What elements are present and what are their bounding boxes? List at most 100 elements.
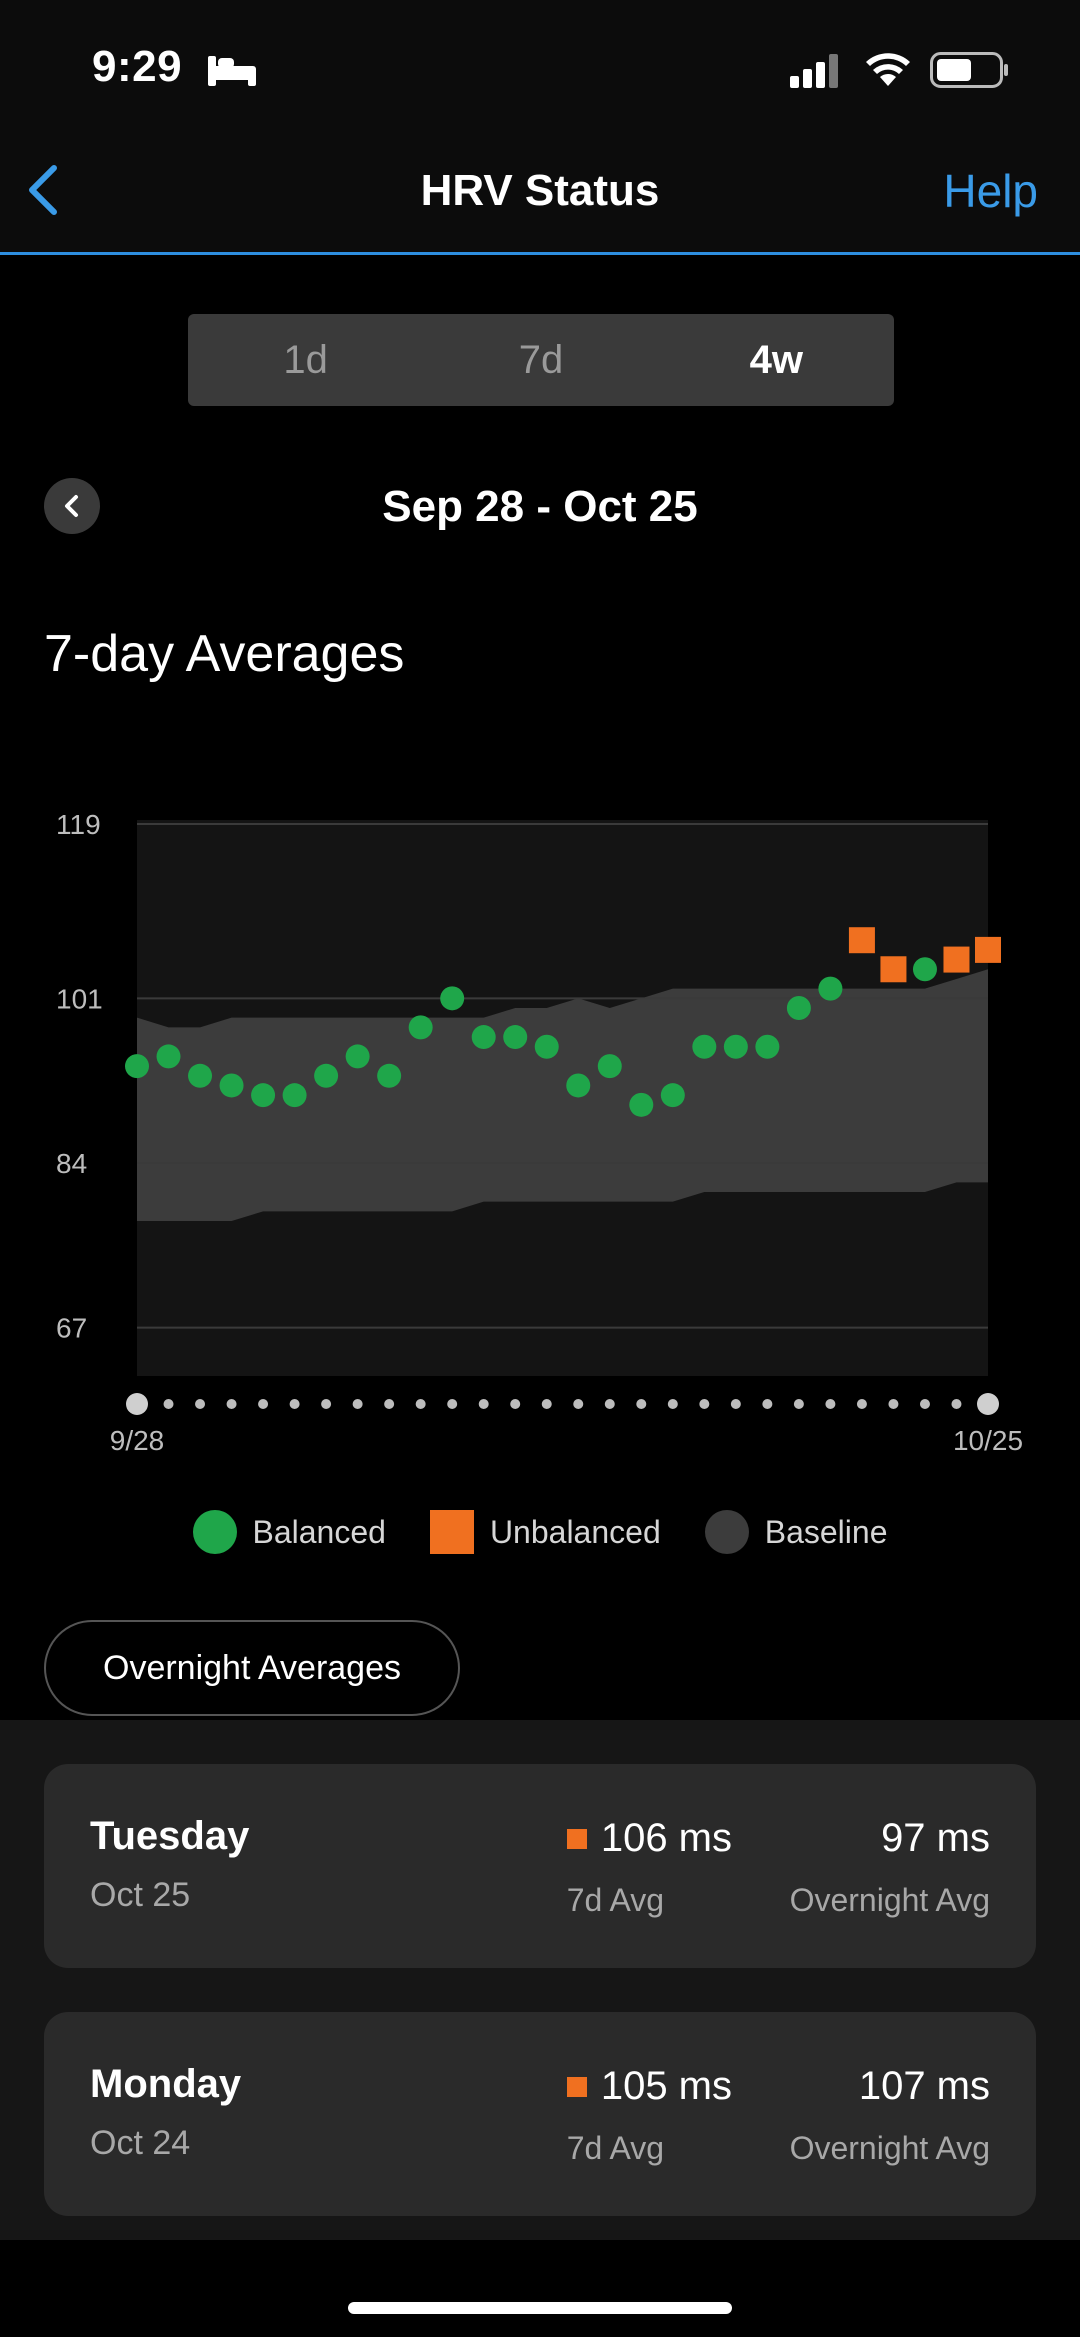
balanced-point [566, 1073, 591, 1098]
x-axis-day-dot [977, 1393, 999, 1415]
back-chevron-icon[interactable] [20, 160, 70, 220]
balanced-point [408, 1015, 433, 1040]
sleep-mode-bed-icon [208, 56, 256, 86]
balanced-point [471, 1025, 496, 1050]
balanced-point [251, 1083, 276, 1108]
overnight-avg-value: 107 ms [858, 2064, 990, 2108]
legend-label-balanced: Balanced [252, 1513, 386, 1550]
seven-day-avg: 106 ms [566, 1816, 732, 1861]
x-axis-day-dot [856, 1399, 867, 1409]
unbalanced-point [880, 956, 907, 983]
day-date: Oct 25 [90, 1876, 191, 1914]
page-title: HRV Status [420, 166, 660, 215]
legend-item-baseline: Baseline [704, 1510, 888, 1554]
x-axis-day-dot [478, 1399, 489, 1409]
balanced-point [188, 1063, 213, 1088]
x-axis-day-dot [951, 1399, 962, 1409]
seven-day-avg-label: 7d Avg [566, 2130, 664, 2166]
segment-7d[interactable]: 7d [518, 337, 564, 382]
balanced-point [597, 1054, 622, 1079]
x-axis-day-dot [699, 1399, 710, 1409]
day-card-tuesday[interactable]: Tuesday Oct 25 106 ms 7d Avg 97 ms Overn… [44, 1764, 1036, 1968]
x-axis-day-dot [793, 1399, 804, 1409]
y-tick-label: 67 [56, 1313, 87, 1344]
x-axis-day-dot [510, 1399, 521, 1409]
x-axis-day-dot [384, 1399, 395, 1409]
date-range-label: Sep 28 - Oct 25 [382, 482, 698, 531]
x-axis-day-dot [604, 1399, 615, 1409]
seven-day-avg-label: 7d Avg [566, 1882, 664, 1918]
x-end-label: 10/25 [953, 1425, 1023, 1456]
overnight-avg-label: Overnight Avg [789, 1882, 990, 1918]
legend-label-baseline: Baseline [764, 1513, 888, 1550]
unbalanced-swatch [429, 1510, 474, 1554]
x-axis-day-dot [667, 1399, 678, 1409]
x-axis-day-dot [415, 1399, 426, 1409]
x-axis-day-dot [573, 1399, 584, 1409]
segment-1d[interactable]: 1d [283, 337, 328, 382]
balanced-point [818, 976, 843, 1001]
balanced-point [219, 1073, 244, 1098]
status-time: 9:29 [92, 42, 183, 91]
balanced-point [314, 1063, 339, 1088]
balanced-point [912, 957, 937, 982]
x-axis-day-dot [762, 1399, 773, 1409]
x-axis-day-dot [226, 1399, 237, 1409]
seven-day-avg-value: 106 ms [600, 1816, 732, 1860]
previous-range-button[interactable] [44, 478, 100, 534]
y-tick-label: 101 [56, 983, 103, 1014]
x-axis-day-dot [447, 1399, 458, 1409]
x-axis-day-dot [321, 1399, 332, 1409]
unbalanced-square-icon [566, 1828, 587, 1849]
unbalanced-point [975, 936, 1001, 963]
balanced-point [125, 1054, 149, 1079]
day-name: Tuesday [90, 1814, 250, 1858]
unbalanced-point [943, 946, 970, 973]
legend-item-unbalanced: Unbalanced [429, 1510, 661, 1554]
legend-label-unbalanced: Unbalanced [489, 1513, 661, 1550]
section-title: 7-day Averages [44, 625, 405, 683]
chart-legend: Balanced Unbalanced Baseline [0, 1510, 1080, 1554]
balanced-point [345, 1044, 370, 1069]
x-axis-day-dot [126, 1393, 148, 1415]
baseline-swatch [704, 1510, 749, 1554]
x-axis-day-dot [352, 1399, 363, 1409]
battery-icon [930, 52, 1008, 88]
x-axis-day-dot [258, 1399, 269, 1409]
period-segmented-control: 1d 7d 4w [188, 314, 894, 406]
overnight-averages-button[interactable]: Overnight Averages [44, 1620, 460, 1716]
day-date: Oct 24 [90, 2124, 191, 2162]
overnight-avg-value: 97 ms [881, 1816, 990, 1860]
day-name: Monday [90, 2062, 242, 2106]
header-divider [0, 252, 1080, 255]
baseline-band [137, 969, 988, 1222]
balanced-point [660, 1083, 685, 1108]
balanced-point [282, 1083, 307, 1108]
overnight-avg-label: Overnight Avg [789, 2130, 990, 2166]
day-card-monday[interactable]: Monday Oct 24 105 ms 7d Avg 107 ms Overn… [44, 2012, 1036, 2216]
seven-day-avg: 105 ms [566, 2064, 732, 2109]
balanced-point [692, 1034, 717, 1059]
help-link[interactable]: Help [943, 165, 1038, 217]
balanced-point [503, 1025, 528, 1050]
legend-item-balanced: Balanced [192, 1510, 386, 1554]
x-axis-day-dot [195, 1399, 206, 1409]
balanced-point [786, 996, 811, 1020]
balanced-point [723, 1034, 748, 1059]
x-axis-day-dot [636, 1399, 647, 1409]
home-indicator [348, 2302, 732, 2314]
x-axis-day-dot [730, 1399, 741, 1409]
balanced-point [156, 1044, 181, 1069]
cellular-signal-icon [790, 54, 838, 88]
header-bar [0, 0, 1080, 254]
x-axis-day-dot [289, 1399, 300, 1409]
x-start-label: 9/28 [110, 1425, 165, 1456]
balanced-point [377, 1063, 402, 1088]
balanced-point [534, 1034, 559, 1059]
y-tick-label: 119 [56, 809, 101, 840]
chevron-left-icon [65, 495, 78, 517]
x-axis-day-dot [888, 1399, 899, 1409]
segment-4w[interactable]: 4w [749, 337, 803, 382]
x-axis-day-dot [919, 1399, 930, 1409]
y-tick-label: 84 [56, 1148, 87, 1179]
